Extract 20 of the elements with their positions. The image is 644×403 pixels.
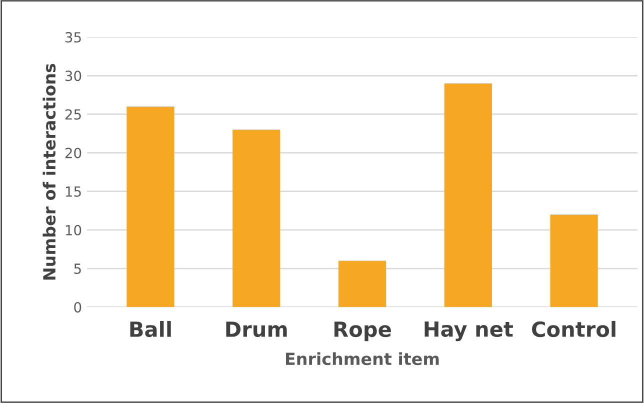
x-tick-label: Control	[532, 320, 616, 338]
bar	[338, 260, 386, 308]
y-tick-label: 35	[65, 32, 81, 43]
x-tick-label: Drum	[226, 322, 287, 338]
y-tick-label: 5	[74, 264, 81, 274]
bar	[444, 83, 492, 308]
y-axis-title: Number of interactions	[42, 64, 56, 280]
bar	[550, 214, 598, 308]
y-tick-label: 25	[65, 109, 81, 120]
bar	[126, 106, 174, 308]
x-tick-label: Rope	[334, 322, 391, 342]
y-tick-label: 30	[65, 70, 82, 82]
x-tick-label: Hay net	[424, 321, 513, 342]
bar	[232, 130, 280, 308]
x-tick-label: Ball	[130, 320, 171, 338]
y-tick-label: 15	[66, 186, 81, 197]
y-tick-label: 0	[74, 302, 82, 313]
x-axis-title: Enrichment item	[286, 352, 439, 366]
y-tick-label: 20	[65, 148, 82, 158]
y-tick-label: 10	[66, 224, 82, 236]
